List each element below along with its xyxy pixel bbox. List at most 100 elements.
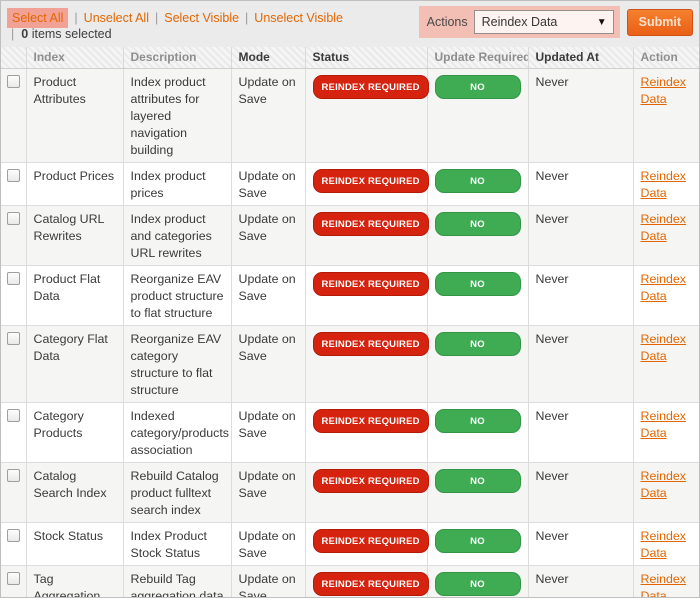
update-required-badge: NO: [434, 571, 521, 596]
cell-index: Category Products: [26, 402, 124, 463]
actions-selected-option: Reindex Data: [481, 15, 558, 29]
cell-description: Index product prices: [123, 162, 232, 206]
cell-mode: Update on Save: [231, 522, 306, 566]
status-badge: REINDEX REQUIRED: [312, 468, 429, 493]
cell-mode: Update on Save: [231, 205, 306, 266]
row-checkbox[interactable]: [7, 211, 20, 225]
update-required-badge: NO: [434, 168, 521, 193]
reindex-data-link[interactable]: Reindex Data: [640, 468, 686, 500]
row-checkbox[interactable]: [7, 571, 20, 585]
cell-index: Product Prices: [26, 162, 124, 206]
table-row: Category Flat Data Reorganize EAV catego…: [1, 325, 699, 403]
items-selected-count: 0: [21, 27, 29, 41]
reindex-data-link[interactable]: Reindex Data: [640, 168, 686, 200]
status-badge: REINDEX REQUIRED: [312, 168, 429, 193]
submit-button[interactable]: Submit: [626, 8, 693, 36]
select-all-highlight: Select All: [7, 8, 69, 28]
status-badge: REINDEX REQUIRED: [312, 571, 429, 596]
actions-select[interactable]: Reindex Data ▼: [473, 10, 614, 34]
row-checkbox[interactable]: [7, 168, 20, 182]
status-badge: REINDEX REQUIRED: [312, 211, 429, 236]
items-selected-status: | 0 items selected: [11, 27, 112, 41]
reindex-data-link[interactable]: Reindex Data: [640, 74, 686, 106]
column-header-update-required[interactable]: Update Required: [427, 47, 529, 69]
reindex-data-link[interactable]: Reindex Data: [640, 211, 686, 243]
row-checkbox[interactable]: [7, 74, 20, 88]
row-checkbox[interactable]: [7, 468, 20, 482]
table-row: Product Flat Data Reorganize EAV product…: [1, 265, 699, 326]
mass-actions-area: Actions Reindex Data ▼ Submit: [418, 6, 693, 38]
row-checkbox[interactable]: [7, 331, 20, 345]
grid-toolbar: Select All | Unselect All | Select Visible | U…: [1, 1, 699, 47]
cell-index: Product Flat Data: [26, 265, 124, 326]
cell-updated-at: Never: [528, 265, 634, 326]
reindex-data-link[interactable]: Reindex Data: [640, 528, 686, 560]
table-row: Product Attributes Index product attribu…: [1, 68, 699, 163]
cell-description: Index Product Stock Status: [123, 522, 232, 566]
row-checkbox[interactable]: [7, 271, 20, 285]
row-checkbox[interactable]: [7, 528, 20, 542]
cell-updated-at: Never: [528, 462, 634, 523]
unselect-all-link[interactable]: Unselect All: [83, 11, 149, 25]
status-badge: REINDEX REQUIRED: [312, 528, 429, 553]
reindex-data-link[interactable]: Reindex Data: [640, 331, 686, 363]
cell-description: Index product and categories URL rewrite…: [123, 205, 232, 266]
column-header-mode[interactable]: Mode: [231, 47, 306, 69]
cell-index: Catalog Search Index: [26, 462, 124, 523]
cell-description: Index product attributes for layered nav…: [123, 68, 232, 163]
mass-action-links: Select All | Unselect All | Select Visible | U…: [7, 8, 343, 28]
reindex-data-link[interactable]: Reindex Data: [640, 408, 686, 440]
status-separator: |: [11, 27, 15, 41]
column-header-updated-at[interactable]: Updated At: [528, 47, 634, 69]
cell-updated-at: Never: [528, 325, 634, 403]
cell-index: Product Attributes: [26, 68, 124, 163]
select-all-link[interactable]: Select All: [12, 11, 64, 25]
status-badge: REINDEX REQUIRED: [312, 408, 429, 433]
status-badge: REINDEX REQUIRED: [312, 271, 429, 296]
table-row: Category Products Indexed category/produ…: [1, 402, 699, 463]
index-table: Index Description Mode Status Update Req…: [1, 47, 699, 598]
table-row: Tag Aggregation Data Rebuild Tag aggrega…: [1, 565, 699, 598]
reindex-data-link[interactable]: Reindex Data: [640, 271, 686, 303]
row-checkbox[interactable]: [7, 408, 20, 422]
reindex-data-link[interactable]: Reindex Data: [640, 571, 686, 598]
update-required-badge: NO: [434, 74, 521, 99]
update-required-badge: NO: [434, 468, 521, 493]
table-row: Catalog URL Rewrites Index product and c…: [1, 205, 699, 266]
update-required-badge: NO: [434, 211, 521, 236]
status-badge: REINDEX REQUIRED: [312, 74, 429, 99]
cell-mode: Update on Save: [231, 68, 306, 163]
column-header-status[interactable]: Status: [305, 47, 428, 69]
cell-description: Indexed category/products association: [123, 402, 232, 463]
cell-description: Rebuild Tag aggregation data: [123, 565, 232, 597]
table-row: Catalog Search Index Rebuild Catalog pro…: [1, 462, 699, 523]
table-header-row: Index Description Mode Status Update Req…: [1, 47, 699, 69]
items-selected-label: items selected: [31, 27, 112, 41]
cell-updated-at: Never: [528, 402, 634, 463]
cell-description: Rebuild Catalog product fulltext search …: [123, 462, 232, 523]
link-separator: |: [154, 11, 159, 25]
chevron-down-icon: ▼: [596, 16, 607, 28]
actions-label: Actions: [426, 15, 468, 29]
cell-mode: Update on Save: [231, 325, 306, 403]
cell-updated-at: Never: [528, 522, 634, 566]
unselect-visible-link[interactable]: Unselect Visible: [254, 11, 343, 25]
column-header-description[interactable]: Description: [123, 47, 232, 69]
cell-mode: Update on Save: [231, 565, 306, 597]
column-header-index[interactable]: Index: [26, 47, 124, 69]
update-required-badge: NO: [434, 331, 521, 356]
column-header-action[interactable]: Action: [633, 47, 699, 69]
cell-index: Catalog URL Rewrites: [26, 205, 124, 266]
cell-mode: Update on Save: [231, 162, 306, 206]
update-required-badge: NO: [434, 271, 521, 296]
cell-index: Tag Aggregation Data: [26, 565, 124, 597]
cell-index: Stock Status: [26, 522, 124, 566]
actions-highlight: Actions Reindex Data ▼: [418, 6, 620, 38]
cell-mode: Update on Save: [231, 402, 306, 463]
select-visible-link[interactable]: Select Visible: [164, 11, 240, 25]
update-required-badge: NO: [434, 528, 521, 553]
update-required-badge: NO: [434, 408, 521, 433]
link-separator: |: [74, 11, 78, 25]
cell-index: Category Flat Data: [26, 325, 124, 403]
